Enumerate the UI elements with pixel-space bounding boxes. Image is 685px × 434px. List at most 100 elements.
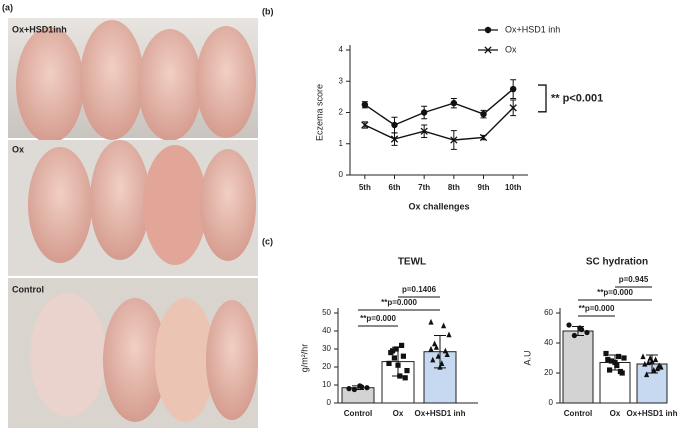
data-point (509, 85, 517, 93)
data-point (450, 136, 458, 144)
y-tick-label: 30 (322, 344, 331, 353)
x-tick-label: Ox+HSD1 inh (415, 409, 466, 418)
data-point (428, 345, 434, 352)
photo-panel (8, 18, 258, 428)
y-tick-label: 10 (322, 380, 331, 389)
error-bar (609, 354, 621, 371)
data-point (361, 101, 369, 108)
data-point (479, 133, 488, 142)
data-point (399, 342, 405, 348)
data-point (644, 371, 650, 378)
error-bar (646, 354, 658, 374)
data-point (605, 356, 611, 363)
y-tick-label: 0 (327, 398, 332, 407)
x-tick-label: Control (344, 409, 372, 418)
data-point (616, 353, 622, 360)
data-point (390, 135, 399, 143)
y-tick-label: 1 (339, 139, 344, 148)
x-tick-label: 9th (478, 183, 490, 192)
significance-bracket (538, 84, 547, 113)
legend-label: Ox (505, 44, 517, 54)
data-point (420, 109, 428, 116)
data-point (388, 350, 394, 356)
data-point (442, 347, 448, 354)
panel-label: (c) (262, 236, 273, 246)
y-tick-label: 40 (322, 326, 331, 335)
legend-marker (484, 46, 492, 54)
data-point (346, 386, 352, 392)
data-point (608, 358, 614, 364)
error-bar (572, 326, 584, 336)
annotation: **p=0.000 (381, 298, 417, 307)
data-point (642, 360, 648, 367)
data-point (640, 353, 646, 360)
data-point (430, 356, 436, 363)
chart-title: TEWL (398, 257, 426, 268)
y-axis-label: A.U (522, 350, 532, 365)
data-point (420, 127, 428, 135)
data-point (391, 355, 397, 361)
annotation: **p=0.000 (360, 314, 396, 323)
y-tick-label: 2 (339, 108, 344, 117)
data-point (566, 322, 572, 328)
data-point (400, 353, 406, 359)
y-tick-label: 20 (544, 368, 553, 377)
x-tick-label: 10th (505, 183, 522, 192)
y-axis-label: g/m²/hr (299, 344, 309, 373)
y-tick-label: 0 (549, 398, 554, 407)
data-point (433, 344, 439, 350)
x-tick-label: Ox (610, 409, 621, 418)
y-tick-label: 50 (322, 308, 331, 317)
data-point (402, 375, 408, 381)
data-point (584, 329, 590, 336)
x-tick-label: 6th (389, 183, 401, 192)
photo-label: Ox+HSD1inh (12, 24, 67, 34)
data-point (654, 365, 660, 372)
y-tick-label: 3 (339, 76, 344, 85)
data-point (361, 121, 369, 129)
series-line (364, 88, 514, 126)
annotation: **p=0.000 (579, 304, 615, 313)
annotation: p=0.1406 (402, 285, 437, 294)
data-point (621, 355, 627, 361)
data-point (450, 99, 458, 107)
data-point (617, 368, 623, 375)
data-point (603, 350, 609, 357)
panel-label: (a) (2, 2, 13, 12)
data-point (404, 368, 410, 374)
y-axis-label: Eczema score (314, 84, 324, 141)
data-point (391, 121, 398, 129)
x-tick-label: Ox (393, 409, 404, 418)
y-tick-label: 40 (544, 338, 553, 347)
x-axis-label: Ox challenges (408, 201, 469, 211)
annotation: ** p<0.001 (551, 92, 603, 104)
data-point (428, 318, 434, 325)
x-tick-label: 5th (359, 183, 371, 192)
error-bar (352, 385, 364, 390)
data-point (393, 346, 399, 352)
data-point (432, 340, 438, 347)
y-tick-label: 20 (322, 362, 331, 371)
data-point (645, 359, 651, 366)
annotation: **p=0.000 (597, 288, 633, 297)
error-bar (392, 346, 404, 377)
data-point (653, 356, 659, 363)
data-point (444, 351, 450, 357)
data-point (441, 322, 447, 329)
legend-label: Ox+HSD1 inh (505, 24, 560, 34)
y-tick-label: 60 (544, 308, 553, 317)
series-line (364, 107, 514, 141)
data-point (480, 110, 487, 118)
x-tick-label: 8th (448, 183, 460, 192)
legend-marker (484, 26, 492, 34)
x-tick-label: 7th (418, 183, 430, 192)
data-point (614, 362, 620, 369)
annotation: p=0.945 (619, 275, 649, 284)
x-tick-label: Control (564, 409, 592, 418)
panel-label: (b) (262, 6, 274, 16)
x-tick-label: Ox+HSD1 inh (627, 409, 678, 418)
data-point (509, 104, 517, 112)
data-point (386, 360, 392, 366)
photo-label: Ox (12, 144, 24, 154)
